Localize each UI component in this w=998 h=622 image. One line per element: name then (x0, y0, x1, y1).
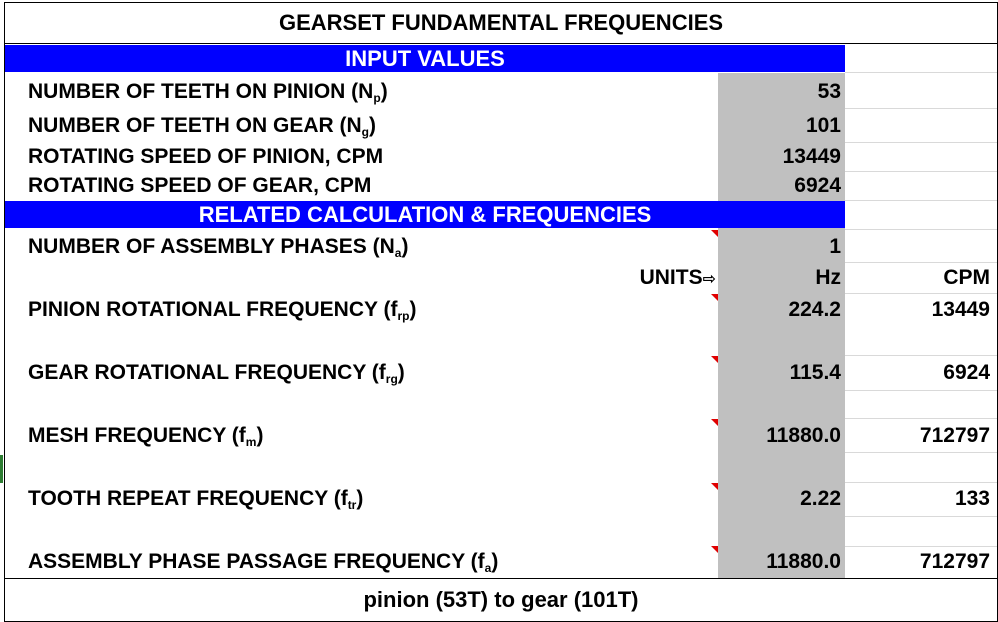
freq-cpm-gear-rotational[interactable]: 6924 (943, 361, 990, 384)
freq-cpm-pinion-rotational[interactable]: 13449 (931, 298, 990, 321)
input-value-pinion-speed[interactable]: 13449 (782, 145, 841, 168)
arrow-right-icon: ⇨ (702, 271, 716, 288)
gridline (845, 262, 998, 263)
gridline (845, 516, 998, 517)
gridline (845, 293, 998, 294)
gridline (845, 229, 998, 230)
section-header-input: INPUT VALUES (5, 45, 845, 72)
section-header-related: RELATED CALCULATION & FREQUENCIES (5, 201, 845, 228)
input-value-gear-teeth[interactable]: 101 (805, 114, 841, 137)
freq-hz-mesh[interactable]: 11880.0 (766, 424, 841, 447)
comment-indicator-icon (711, 356, 718, 363)
comment-indicator-icon (711, 294, 718, 301)
freq-hz-pinion-rotational[interactable]: 224.2 (788, 298, 841, 321)
freq-label-assembly-phase: ASSEMBLY PHASE PASSAGE FREQUENCY (fa) (28, 550, 499, 575)
value-column-shading (718, 73, 845, 578)
gridline (845, 355, 998, 356)
freq-cpm-assembly-phase[interactable]: 712797 (919, 550, 990, 573)
input-value-gear-speed[interactable]: 6924 (794, 174, 841, 197)
gridline (845, 72, 998, 73)
input-label-pinion-speed: ROTATING SPEED OF PINION, CPM (28, 145, 384, 168)
gridline (845, 200, 998, 201)
input-label-gear-speed: ROTATING SPEED OF GEAR, CPM (28, 174, 372, 197)
input-value-pinion-teeth[interactable]: 53 (817, 80, 841, 103)
freq-cpm-tooth-repeat[interactable]: 133 (954, 487, 990, 510)
freq-label-tooth-repeat: TOOTH REPEAT FREQUENCY (ftr) (28, 487, 364, 512)
freq-hz-gear-rotational[interactable]: 115.4 (789, 361, 841, 384)
gridline (845, 482, 998, 483)
freq-label-gear-rotational: GEAR ROTATIONAL FREQUENCY (frg) (28, 361, 405, 386)
freq-hz-assembly-phase[interactable]: 11880.0 (766, 550, 841, 573)
comment-indicator-icon (711, 483, 718, 490)
comment-indicator-icon (711, 546, 718, 553)
units-cpm: CPM (943, 266, 990, 289)
gridline (845, 418, 998, 419)
input-label-gear-teeth: NUMBER OF TEETH ON GEAR (Ng) (28, 114, 377, 139)
row-marker (0, 455, 3, 483)
freq-label-mesh: MESH FREQUENCY (fm) (28, 424, 264, 449)
units-label: UNITS⇨ (639, 266, 716, 289)
gridline (845, 142, 998, 143)
comment-indicator-icon (711, 419, 718, 426)
gridline (845, 452, 998, 453)
comment-indicator-icon (711, 230, 718, 237)
phases-value[interactable]: 1 (829, 235, 841, 258)
phases-label: NUMBER OF ASSEMBLY PHASES (Na) (28, 235, 409, 260)
footer-caption: pinion (53T) to gear (101T) (4, 578, 998, 622)
input-label-pinion-teeth: NUMBER OF TEETH ON PINION (Np) (28, 80, 388, 105)
gridline (845, 546, 998, 547)
freq-hz-tooth-repeat[interactable]: 2.22 (800, 487, 841, 510)
gridline (845, 390, 998, 391)
freq-label-pinion-rotational: PINION ROTATIONAL FREQUENCY (frp) (28, 298, 417, 323)
gridline (845, 108, 998, 109)
freq-cpm-mesh[interactable]: 712797 (919, 424, 990, 447)
units-hz: Hz (815, 266, 841, 289)
gridline (845, 171, 998, 172)
sheet-title: GEARSET FUNDAMENTAL FREQUENCIES (4, 2, 998, 43)
